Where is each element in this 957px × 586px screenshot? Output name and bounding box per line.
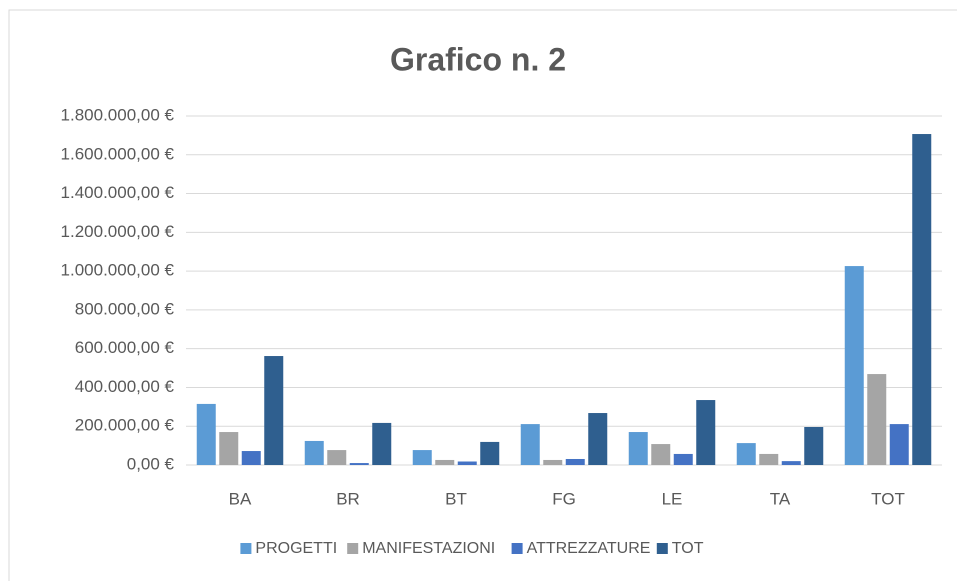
bar (196, 403, 216, 465)
bar (264, 356, 284, 465)
y-tick-label: 1.000.000,00 € (61, 261, 175, 280)
bar (349, 463, 369, 465)
bar (412, 450, 432, 465)
x-tick-label: TA (770, 489, 791, 508)
bar (628, 432, 648, 465)
y-tick-label: 1.600.000,00 € (61, 144, 175, 163)
legend-label: MANIFESTAZIONI (362, 540, 495, 557)
bar (804, 426, 824, 465)
bar (219, 432, 239, 465)
y-tick-label: 1.200.000,00 € (61, 222, 175, 241)
bar (736, 443, 756, 465)
bar (867, 374, 887, 465)
bar (759, 453, 779, 465)
bar (457, 461, 477, 465)
bar (543, 459, 563, 465)
x-tick-label: BA (229, 489, 252, 508)
x-tick-label: BR (336, 489, 360, 508)
bar (889, 424, 909, 465)
legend-swatch (511, 543, 523, 554)
bar (673, 453, 693, 465)
bar (241, 451, 261, 465)
x-tick-label: BT (445, 489, 467, 508)
y-tick-label: 0,00 € (127, 454, 175, 473)
legend-swatch (656, 543, 668, 554)
legend-label: ATTREZZATURE (527, 540, 651, 557)
x-tick-label: FG (552, 489, 576, 508)
bar (588, 413, 608, 465)
bar (651, 444, 671, 465)
y-tick-label: 600.000,00 € (75, 338, 175, 357)
x-tick-label: LE (662, 489, 683, 508)
legend-label: PROGETTI (255, 540, 337, 557)
bar (912, 134, 932, 465)
bar (781, 461, 801, 465)
chart-title: Grafico n. 2 (390, 41, 566, 77)
bar (844, 266, 864, 465)
bar (304, 440, 324, 465)
legend-label: TOT (672, 540, 704, 557)
x-tick-label: TOT (871, 489, 905, 508)
bar (435, 459, 455, 465)
chart-border (8, 9, 957, 586)
y-tick-label: 1.400.000,00 € (61, 183, 175, 202)
bar (520, 424, 540, 465)
bar (480, 441, 500, 465)
bar (372, 422, 392, 465)
legend-swatch (240, 543, 252, 554)
bar (565, 458, 585, 465)
bar (696, 400, 716, 465)
y-tick-label: 1.800.000,00 € (61, 105, 175, 124)
y-tick-label: 800.000,00 € (75, 299, 175, 318)
y-tick-label: 400.000,00 € (75, 377, 175, 396)
bar (327, 450, 347, 465)
legend-swatch (347, 543, 359, 554)
y-tick-label: 200.000,00 € (75, 416, 175, 435)
